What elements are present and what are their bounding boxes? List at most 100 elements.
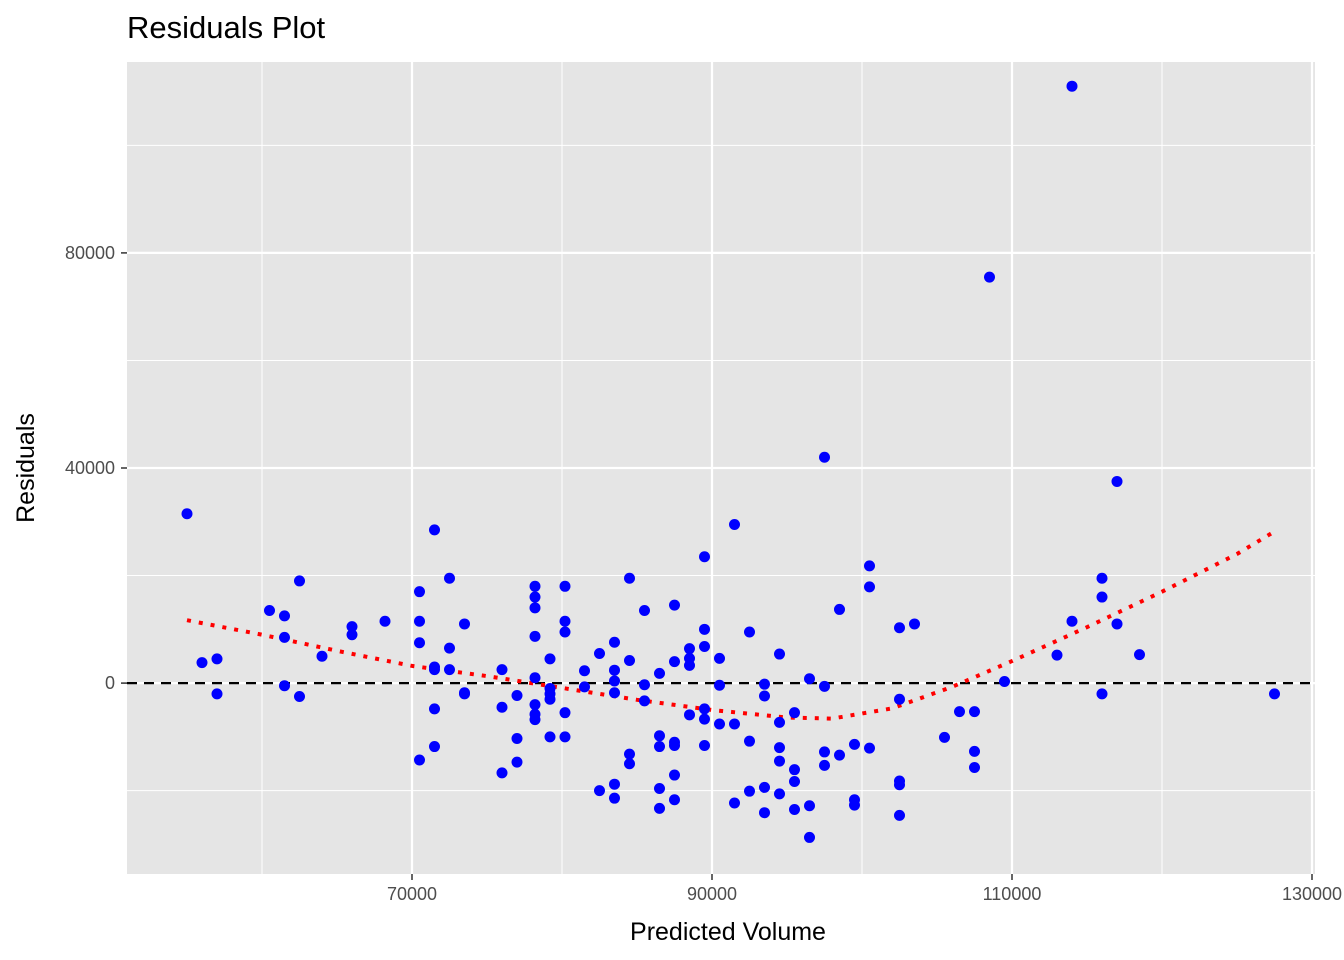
data-point: [609, 687, 620, 699]
data-point: [894, 693, 905, 705]
data-point: [559, 707, 571, 719]
data-point: [714, 679, 725, 691]
data-point: [559, 626, 571, 638]
data-point: [444, 664, 455, 676]
data-point: [429, 664, 440, 676]
data-point: [759, 807, 770, 819]
data-point: [624, 748, 635, 760]
data-point: [609, 636, 620, 648]
data-point: [609, 664, 620, 676]
data-point: [819, 746, 830, 758]
data-point: [609, 792, 620, 804]
data-point: [1066, 615, 1078, 627]
data-point: [444, 642, 455, 654]
data-point: [529, 699, 541, 711]
data-point: [544, 693, 556, 705]
data-point: [864, 560, 875, 572]
data-point: [609, 675, 620, 687]
data-point: [969, 706, 980, 718]
data-point: [1096, 591, 1108, 603]
data-point: [834, 603, 845, 615]
data-point: [819, 680, 830, 692]
data-point: [669, 794, 680, 806]
data-point: [624, 758, 635, 770]
data-point: [699, 641, 710, 653]
data-point: [669, 656, 680, 668]
data-point: [819, 451, 830, 463]
data-point: [699, 551, 710, 563]
data-point: [529, 580, 541, 592]
data-points: [181, 80, 1280, 843]
y-tick-label: 80000: [65, 243, 115, 263]
data-point: [894, 622, 905, 634]
data-point: [294, 575, 305, 587]
data-point: [894, 779, 905, 791]
data-point: [639, 695, 650, 707]
data-point: [496, 664, 508, 676]
data-point: [459, 688, 470, 700]
data-point: [529, 714, 541, 726]
data-point: [414, 637, 425, 649]
data-point: [496, 701, 508, 713]
data-point: [279, 631, 290, 643]
data-point: [744, 785, 755, 797]
data-point: [744, 735, 755, 747]
data-point: [699, 739, 710, 751]
data-point: [316, 650, 328, 662]
data-point: [864, 742, 875, 754]
data-point: [1134, 649, 1145, 661]
data-point: [789, 776, 800, 788]
data-point: [849, 738, 860, 750]
data-point: [529, 602, 541, 614]
data-point: [669, 769, 680, 781]
data-point: [864, 581, 875, 593]
data-point: [579, 681, 590, 693]
data-point: [819, 759, 830, 771]
data-point: [804, 800, 815, 812]
data-point: [729, 518, 740, 530]
data-point: [774, 755, 785, 767]
data-point: [429, 741, 440, 753]
data-point: [429, 524, 440, 536]
y-tick-label: 0: [105, 673, 115, 693]
data-point: [774, 742, 785, 754]
data-point: [496, 767, 508, 779]
y-axis-title: Residuals: [12, 413, 40, 523]
data-point: [594, 785, 605, 797]
smooth-trend-line: [186, 529, 1276, 721]
x-tick-label: 130000: [1282, 884, 1342, 904]
data-point: [894, 809, 905, 821]
data-point: [529, 672, 541, 684]
smooth-curve: [186, 529, 1276, 721]
data-point: [1066, 80, 1078, 92]
data-point: [804, 831, 815, 843]
data-point: [954, 706, 965, 718]
grid-lines: [127, 62, 1315, 874]
data-point: [414, 754, 425, 766]
data-point: [714, 718, 725, 730]
data-point: [654, 730, 665, 742]
data-point: [789, 707, 800, 719]
data-point: [654, 782, 665, 794]
data-point: [669, 599, 680, 611]
data-point: [729, 718, 740, 730]
data-point: [1051, 649, 1063, 661]
data-point: [196, 657, 208, 669]
data-point: [559, 731, 571, 743]
data-point: [714, 652, 725, 664]
data-point: [544, 731, 556, 743]
data-point: [984, 271, 995, 283]
data-point: [639, 679, 650, 691]
data-point: [1111, 618, 1123, 630]
data-point: [939, 731, 950, 743]
data-point: [529, 630, 541, 642]
data-point: [639, 605, 650, 617]
data-point: [1096, 572, 1108, 584]
data-point: [729, 797, 740, 809]
data-point: [559, 580, 571, 592]
data-point: [759, 678, 770, 690]
data-point: [624, 572, 635, 584]
data-point: [774, 648, 785, 660]
data-point: [211, 688, 223, 700]
